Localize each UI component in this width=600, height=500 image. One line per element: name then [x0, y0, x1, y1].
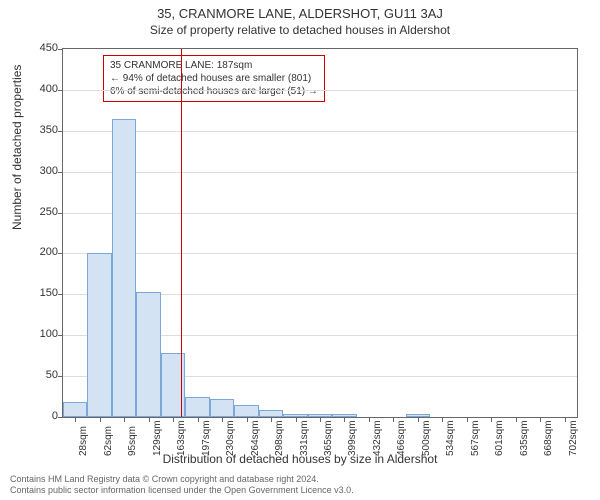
- x-tick-mark: [442, 417, 443, 422]
- y-tick-label: 100: [24, 328, 58, 340]
- y-tick-mark: [58, 376, 63, 377]
- histogram-bar: [63, 402, 87, 417]
- grid-line: [63, 253, 577, 254]
- y-tick-label: 250: [24, 206, 58, 218]
- x-tick-mark: [418, 417, 419, 422]
- x-tick-label: 230sqm: [225, 420, 236, 456]
- annotation-line3: 6% of semi-detached houses are larger (5…: [110, 85, 318, 98]
- x-tick-mark: [247, 417, 248, 422]
- x-tick-mark: [369, 417, 370, 422]
- x-tick-mark: [491, 417, 492, 422]
- y-tick-mark: [58, 49, 63, 50]
- y-tick-label: 50: [24, 369, 58, 381]
- x-tick-mark: [320, 417, 321, 422]
- x-tick-label: 298sqm: [274, 420, 285, 456]
- x-tick-mark: [565, 417, 566, 422]
- x-tick-label: 500sqm: [421, 420, 432, 456]
- histogram-bar: [234, 405, 258, 417]
- annotation-box: 35 CRANMORE LANE: 187sqm ← 94% of detach…: [103, 55, 325, 102]
- annotation-line2: ← 94% of detached houses are smaller (80…: [110, 72, 318, 85]
- chart-title: 35, CRANMORE LANE, ALDERSHOT, GU11 3AJ: [0, 0, 600, 21]
- histogram-bar: [112, 119, 136, 417]
- y-tick-mark: [58, 294, 63, 295]
- grid-line: [63, 90, 577, 91]
- y-tick-label: 350: [24, 124, 58, 136]
- chart-container: 35, CRANMORE LANE, ALDERSHOT, GU11 3AJ S…: [0, 0, 600, 500]
- x-tick-label: 28sqm: [78, 426, 89, 456]
- x-tick-mark: [198, 417, 199, 422]
- x-tick-label: 702sqm: [568, 420, 579, 456]
- plot-area: 35 CRANMORE LANE: 187sqm ← 94% of detach…: [62, 48, 578, 418]
- histogram-bar: [136, 292, 160, 417]
- y-tick-mark: [58, 90, 63, 91]
- y-tick-label: 0: [24, 410, 58, 422]
- x-tick-label: 95sqm: [127, 426, 138, 456]
- x-tick-mark: [75, 417, 76, 422]
- footer-line1: Contains HM Land Registry data © Crown c…: [10, 474, 354, 485]
- x-tick-mark: [271, 417, 272, 422]
- x-tick-label: 668sqm: [543, 420, 554, 456]
- annotation-line1: 35 CRANMORE LANE: 187sqm: [110, 59, 318, 72]
- x-tick-mark: [467, 417, 468, 422]
- y-tick-mark: [58, 253, 63, 254]
- x-tick-mark: [100, 417, 101, 422]
- x-tick-label: 399sqm: [347, 420, 358, 456]
- y-tick-label: 400: [24, 83, 58, 95]
- x-tick-label: 466sqm: [396, 420, 407, 456]
- y-tick-mark: [58, 213, 63, 214]
- grid-line: [63, 213, 577, 214]
- x-tick-label: 365sqm: [323, 420, 334, 456]
- x-tick-mark: [173, 417, 174, 422]
- chart-subtitle: Size of property relative to detached ho…: [0, 21, 600, 37]
- y-tick-mark: [58, 131, 63, 132]
- footer: Contains HM Land Registry data © Crown c…: [10, 474, 354, 496]
- reference-line: [181, 49, 182, 417]
- x-tick-mark: [516, 417, 517, 422]
- y-tick-label: 300: [24, 165, 58, 177]
- y-axis-label: Number of detached properties: [10, 65, 24, 230]
- x-tick-mark: [296, 417, 297, 422]
- grid-line: [63, 131, 577, 132]
- x-tick-mark: [540, 417, 541, 422]
- y-tick-mark: [58, 335, 63, 336]
- histogram-bar: [185, 397, 209, 417]
- x-tick-mark: [149, 417, 150, 422]
- y-tick-label: 450: [24, 42, 58, 54]
- x-tick-label: 331sqm: [299, 420, 310, 456]
- x-tick-label: 635sqm: [519, 420, 530, 456]
- grid-line: [63, 172, 577, 173]
- x-tick-label: 129sqm: [152, 420, 163, 456]
- y-tick-label: 200: [24, 246, 58, 258]
- footer-line2: Contains public sector information licen…: [10, 485, 354, 496]
- histogram-bar: [87, 253, 111, 417]
- x-tick-mark: [344, 417, 345, 422]
- x-tick-label: 163sqm: [176, 420, 187, 456]
- x-tick-label: 534sqm: [445, 420, 456, 456]
- x-tick-label: 601sqm: [494, 420, 505, 456]
- y-tick-label: 150: [24, 287, 58, 299]
- histogram-bar: [210, 399, 234, 417]
- x-tick-label: 567sqm: [470, 420, 481, 456]
- y-tick-mark: [58, 172, 63, 173]
- x-tick-label: 432sqm: [372, 420, 383, 456]
- x-tick-label: 197sqm: [201, 420, 212, 456]
- x-tick-mark: [124, 417, 125, 422]
- x-tick-mark: [393, 417, 394, 422]
- x-tick-mark: [222, 417, 223, 422]
- y-tick-mark: [58, 417, 63, 418]
- x-tick-label: 264sqm: [250, 420, 261, 456]
- x-tick-label: 62sqm: [103, 426, 114, 456]
